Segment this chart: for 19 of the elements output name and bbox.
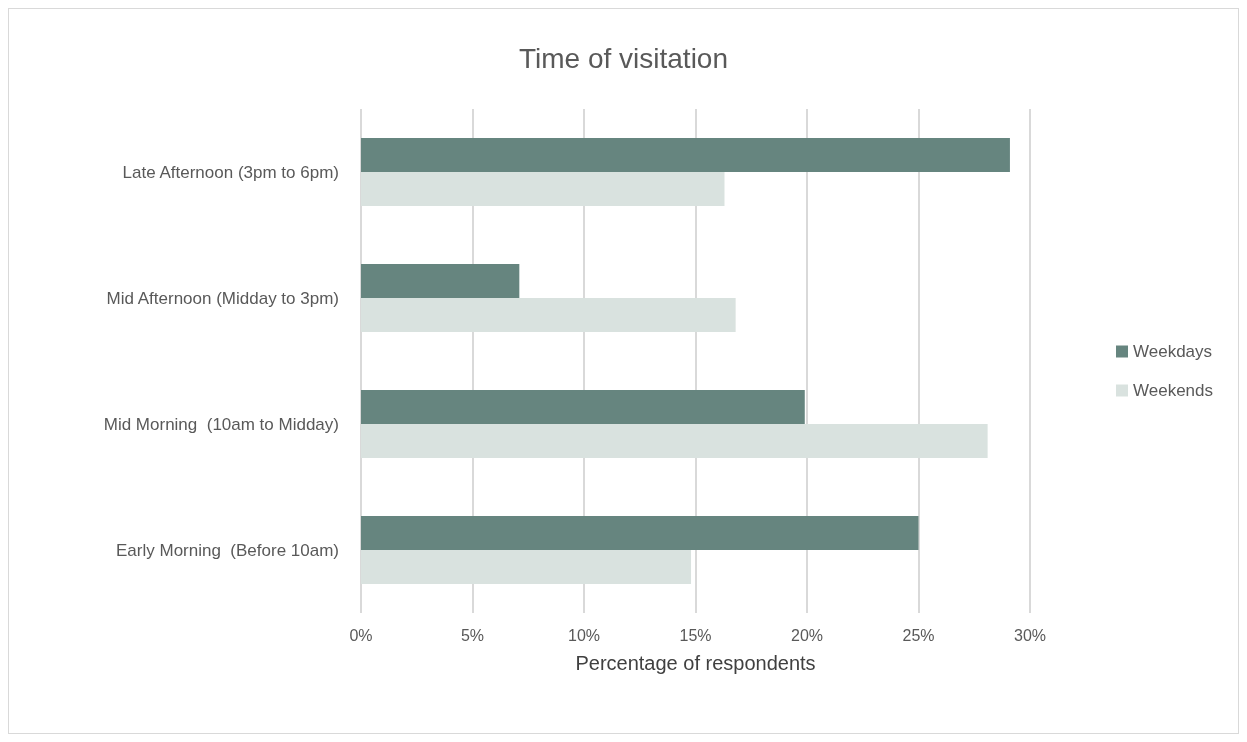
bar [361,138,1010,172]
x-tick-label: 10% [567,626,601,644]
bar [361,264,520,298]
y-tick-label: Mid Afternoon (Midday to 3pm) [106,288,339,308]
x-tick-label: 5% [460,626,485,644]
y-tick-label: Mid Morning (10am to Midday) [103,414,339,434]
y-tick-label: Early Morning (Before 10am) [116,540,339,560]
legend-label: Weekdays [1132,342,1213,361]
x-tick-label: 30% [1013,626,1047,644]
legend-label: Weekends [1132,381,1213,400]
x-tick-label: 20% [790,626,824,644]
x-tick-label: 25% [902,626,935,644]
x-tick-label: 0% [349,626,373,644]
x-axis-title: Percentage of respondents [575,652,816,674]
x-tick-label: 15% [679,626,712,644]
chart-title: Time of visitation [518,42,729,74]
y-tick-label: Late Afternoon (3pm to 6pm) [122,162,339,182]
bar [361,390,805,424]
bar [361,516,919,550]
